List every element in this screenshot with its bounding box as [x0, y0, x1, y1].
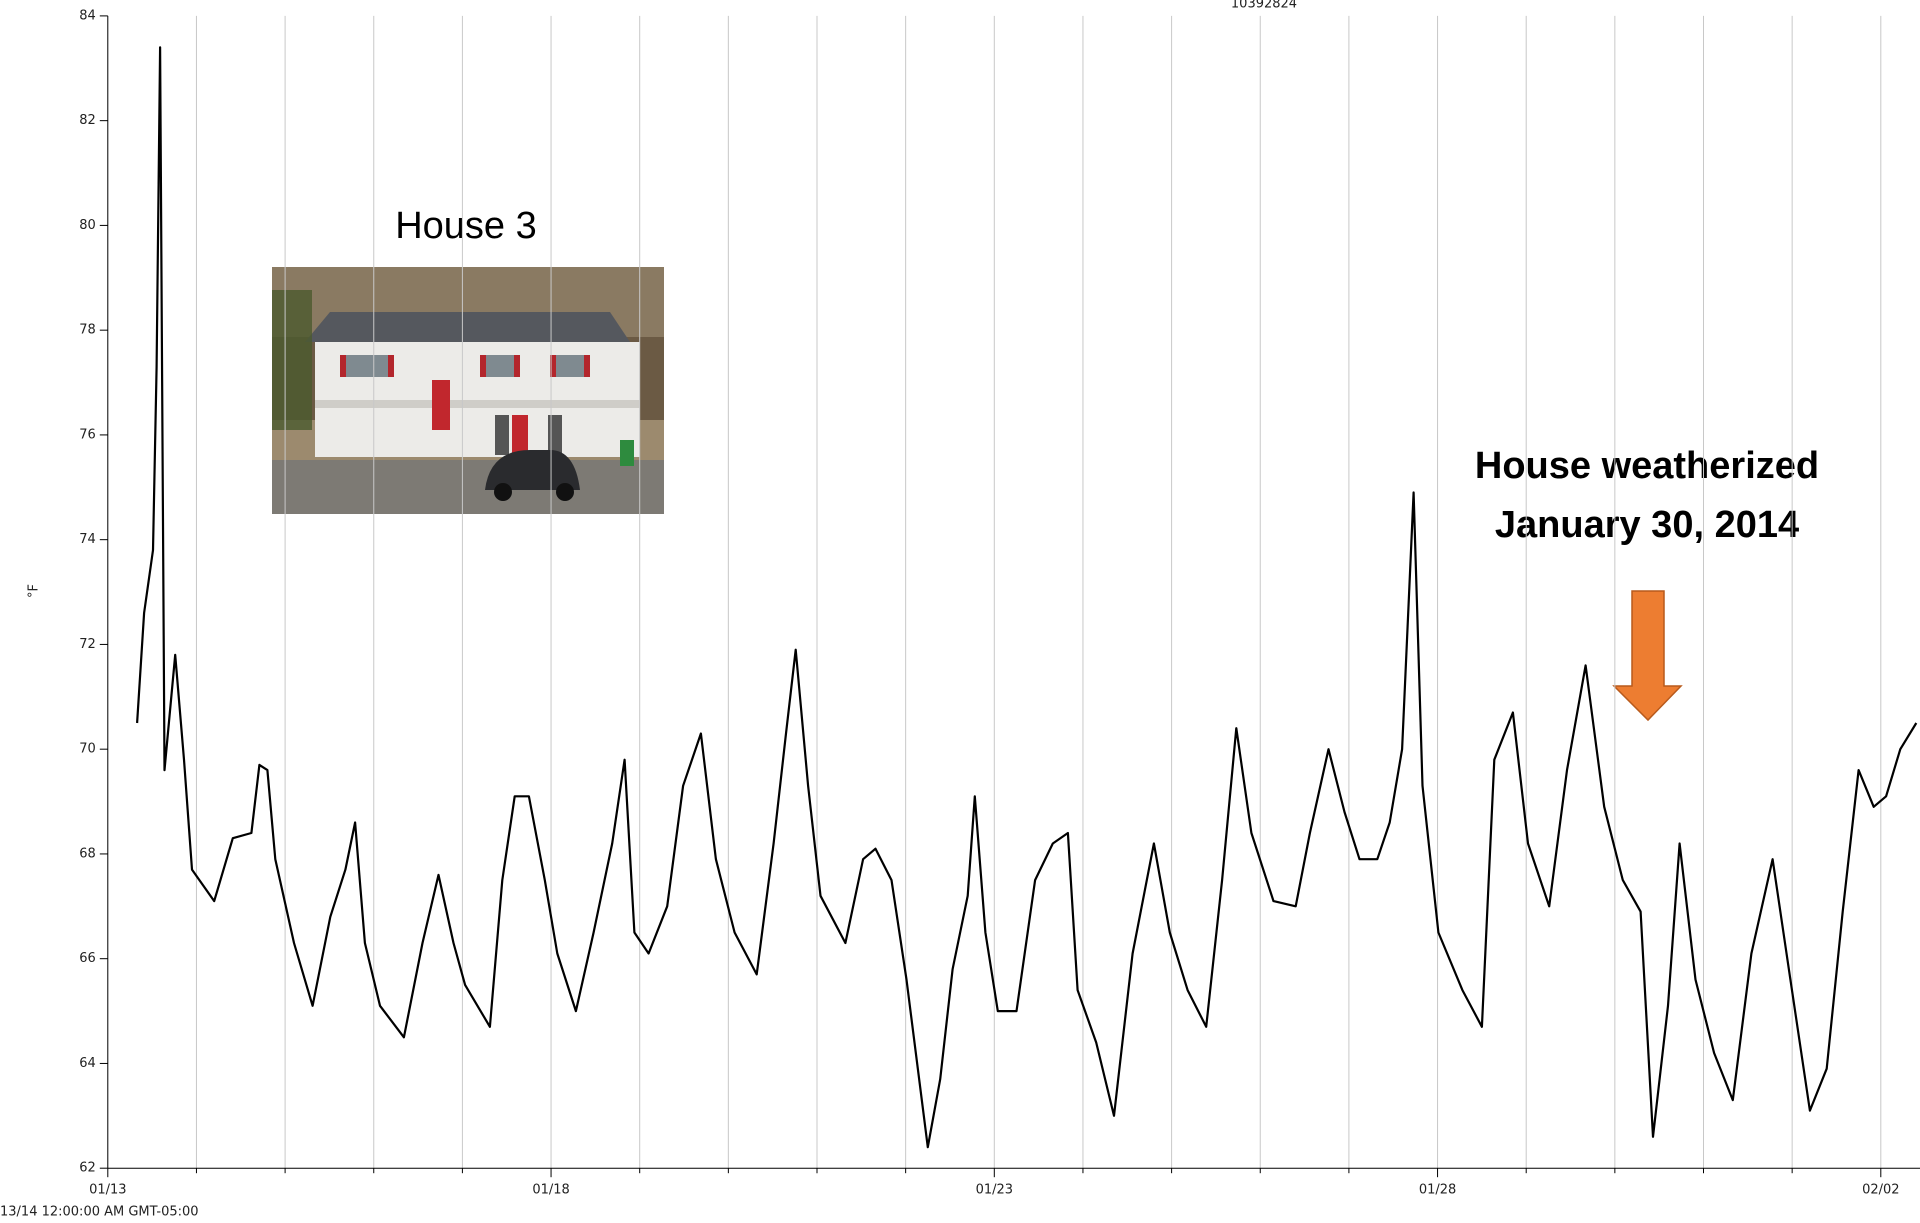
- house-photo: [272, 267, 664, 514]
- y-tick-label: 82: [79, 113, 96, 128]
- y-tick-label: 70: [79, 742, 96, 757]
- y-tick-label: 76: [79, 427, 96, 442]
- y-tick-label: 84: [79, 8, 96, 23]
- x-tick-label: 01/28: [1419, 1183, 1456, 1198]
- x-tick-label: 01/23: [976, 1183, 1013, 1198]
- annotation-arrow: [1614, 591, 1681, 720]
- y-tick-label: 66: [79, 951, 96, 966]
- y-tick-label: 64: [79, 1056, 96, 1071]
- y-tick-label: 80: [79, 218, 96, 233]
- x-tick-label: 01/18: [532, 1183, 569, 1198]
- y-tick-label: 72: [79, 637, 96, 652]
- y-tick-label: 78: [79, 323, 96, 338]
- x-tick-label: 01/13: [89, 1183, 126, 1198]
- photo-caption: House 3: [395, 205, 537, 247]
- y-tick-label: 62: [79, 1161, 96, 1176]
- chart: 10392824 °F 13/14 12:00:00 AM GMT-05:00 …: [0, 0, 1920, 1223]
- annotation-line: January 30, 2014: [1495, 504, 1799, 546]
- y-tick-label: 68: [79, 846, 96, 861]
- x-tick-label: 02/02: [1862, 1183, 1899, 1198]
- chart-title: 10392824: [1231, 0, 1297, 12]
- start-label: 13/14 12:00:00 AM GMT-05:00: [0, 1205, 199, 1220]
- y-axis-label: °F: [27, 584, 42, 598]
- y-tick-label: 74: [79, 532, 96, 547]
